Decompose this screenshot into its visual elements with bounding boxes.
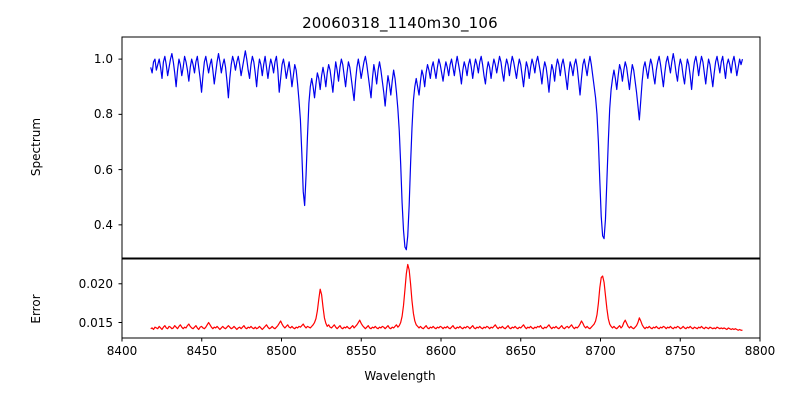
x-tick-label: 8500 bbox=[266, 344, 297, 358]
x-tick-label: 8600 bbox=[425, 344, 457, 358]
axis-ticks bbox=[118, 58, 761, 342]
panel-frame bbox=[121, 36, 761, 259]
y-tick-label: 0.020 bbox=[78, 276, 113, 291]
error-panel bbox=[121, 258, 761, 339]
x-axis-label: Wavelength bbox=[364, 369, 436, 383]
y-tick-label: 1.0 bbox=[93, 52, 113, 67]
x-tick-label: 8750 bbox=[664, 344, 696, 358]
x-tick-label: 8550 bbox=[345, 344, 377, 358]
x-tick-label: 8800 bbox=[744, 344, 776, 358]
y-tick-label: 0.6 bbox=[93, 162, 113, 177]
y-tick-label: 0.015 bbox=[78, 315, 113, 330]
error-trace bbox=[150, 263, 743, 331]
spectrum-trace bbox=[150, 50, 744, 251]
spectrum-panel bbox=[121, 36, 761, 259]
x-tick-label: 8700 bbox=[585, 344, 616, 358]
y-tick-label: 0.4 bbox=[93, 217, 113, 232]
y-tick-label: 0.8 bbox=[93, 107, 113, 122]
x-tick-label: 8450 bbox=[186, 344, 218, 358]
chart-title: 20060318_1140m30_106 bbox=[302, 14, 498, 32]
x-tick-label: 8400 bbox=[106, 344, 138, 358]
x-tick-label: 8650 bbox=[505, 344, 537, 358]
